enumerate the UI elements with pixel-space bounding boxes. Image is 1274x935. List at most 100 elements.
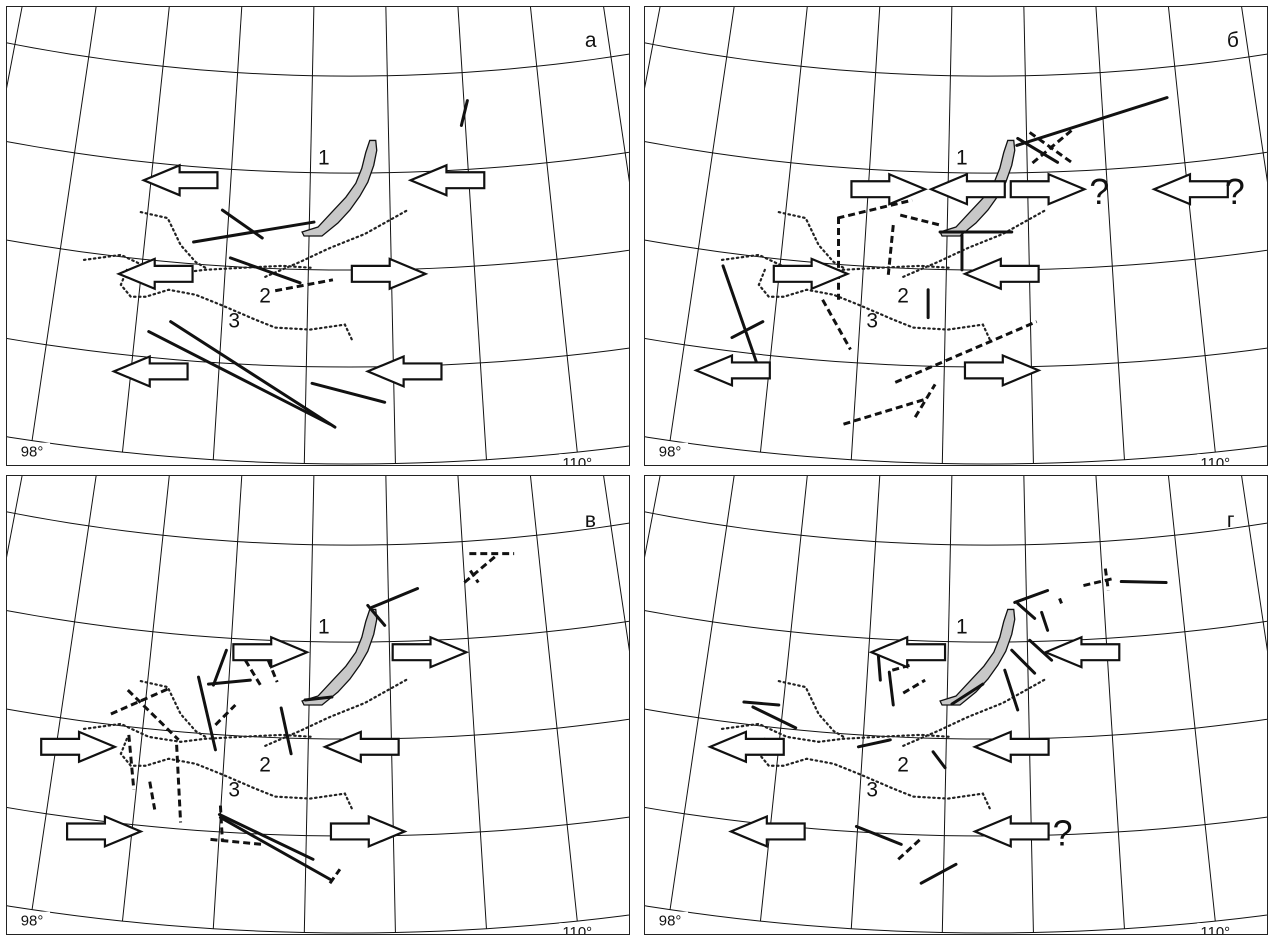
lon-label: 98° xyxy=(21,444,44,461)
map-canvas-a: 42°46°50°54°58°90°94°98°102°106°110°114°… xyxy=(7,7,629,465)
meridian-line xyxy=(212,476,243,929)
map-panel-b: 42°46°50°54°58°90°94°98°102°106°110°114°… xyxy=(644,6,1268,466)
fault-dashed xyxy=(894,320,1038,384)
fault-solid xyxy=(721,264,759,365)
meridian-line xyxy=(1023,476,1034,933)
parallel-line xyxy=(7,905,629,934)
lon-label-bg xyxy=(833,461,870,465)
fault-solid xyxy=(310,381,387,404)
fault-dashed xyxy=(463,554,498,584)
lon-label-bg xyxy=(1197,454,1234,465)
map-panel-v: 42°46°50°54°58°90°94°98°102°106°110°114°… xyxy=(6,475,630,935)
map-canvas-b: 42°46°50°54°58°90°94°98°102°106°110°114°… xyxy=(645,7,1267,465)
zone-label-2: 2 xyxy=(259,285,271,308)
fault-dashed xyxy=(210,837,263,846)
meridian-line xyxy=(7,7,23,89)
fault-dashed xyxy=(148,781,157,810)
parallel-line xyxy=(645,905,1267,934)
state-border-dotted xyxy=(720,253,952,274)
panel-label-a: а xyxy=(585,29,597,52)
fault-dashed xyxy=(127,734,136,790)
fault-solid xyxy=(459,99,469,127)
meridian-line xyxy=(1241,7,1267,183)
fault-solid xyxy=(370,587,420,609)
fault-solid xyxy=(220,208,264,240)
arrow-west-icon xyxy=(140,163,219,197)
arrow-west-icon xyxy=(728,814,806,849)
meridian-line xyxy=(1167,476,1216,922)
parallel-line xyxy=(7,436,629,465)
fault-solid xyxy=(211,648,228,687)
fault-dashed xyxy=(886,224,895,275)
state-border-dotted xyxy=(902,209,1047,278)
arrow-west-icon xyxy=(928,172,1006,206)
fault-solid xyxy=(854,824,903,846)
fault-solid xyxy=(919,862,958,885)
meridian-line xyxy=(121,476,170,922)
fault-dashed xyxy=(266,659,279,683)
meridian-line xyxy=(941,7,953,464)
arrow-west-icon xyxy=(364,354,443,388)
zone-label-2: 2 xyxy=(897,285,909,308)
parallel-line xyxy=(7,511,629,546)
fault-dashed xyxy=(1058,597,1063,604)
lake-baikal xyxy=(301,608,378,706)
fault-solid xyxy=(1016,136,1060,164)
lon-label-bg xyxy=(559,454,596,465)
fault-solid xyxy=(1016,601,1037,620)
fault-solid xyxy=(279,706,293,756)
arrow-east-icon xyxy=(391,635,470,669)
fault-solid xyxy=(1028,638,1054,662)
parallel-line xyxy=(645,141,1267,174)
graticule xyxy=(7,7,629,465)
fault-dashed xyxy=(897,838,922,861)
meridian-line xyxy=(759,476,808,922)
question-mark: ? xyxy=(1225,172,1245,212)
panel-label-g: г xyxy=(1227,509,1235,532)
fault-solid xyxy=(751,705,798,730)
fault-solid xyxy=(1040,610,1050,632)
state-border-dotted xyxy=(139,680,207,738)
arrow-west-icon xyxy=(116,257,194,291)
lon-label-bg xyxy=(559,923,596,934)
fault-solid xyxy=(1010,648,1037,675)
arrow-east-icon xyxy=(350,257,429,291)
lon-label-bg xyxy=(1197,923,1234,934)
parallel-line xyxy=(7,42,629,77)
fault-solid xyxy=(742,700,781,707)
arrow-east-icon xyxy=(232,635,310,669)
fault-dashed xyxy=(899,213,941,227)
meridian-line xyxy=(1232,7,1267,425)
question-mark: ? xyxy=(1053,813,1073,853)
panel-label-b: б xyxy=(1227,29,1239,52)
arrow-east-icon xyxy=(66,814,144,849)
fault-dashed xyxy=(837,198,913,220)
fault-solid xyxy=(730,320,765,340)
meridian-line xyxy=(1023,7,1034,464)
fault-solid xyxy=(197,675,217,752)
fault-solid xyxy=(856,738,892,749)
fault-solid xyxy=(1003,668,1020,712)
arrow-east-icon xyxy=(40,730,118,764)
lon-label-bg xyxy=(652,911,688,929)
meridian-line xyxy=(303,7,315,464)
meridian-line xyxy=(850,476,881,929)
lon-label-bg xyxy=(833,930,870,934)
zone-label-3: 3 xyxy=(866,779,878,802)
fault-solid xyxy=(303,695,334,702)
state-border-dotted xyxy=(757,268,991,341)
arrow-east-icon xyxy=(1009,172,1088,206)
meridian-line xyxy=(594,7,629,425)
arrow-east-icon xyxy=(963,353,1042,387)
meridian-line xyxy=(385,476,396,933)
arrow-west-icon xyxy=(111,354,189,388)
lake-baikal xyxy=(301,139,378,237)
parallel-line xyxy=(645,436,1267,465)
arrow-west-icon xyxy=(407,163,486,197)
zone-label-3: 3 xyxy=(866,310,878,333)
arrow-east-icon xyxy=(329,814,408,849)
meridian-line xyxy=(759,7,808,453)
zone-label-3: 3 xyxy=(228,779,240,802)
meridian-line xyxy=(1241,476,1267,652)
fault-solid xyxy=(169,320,337,429)
